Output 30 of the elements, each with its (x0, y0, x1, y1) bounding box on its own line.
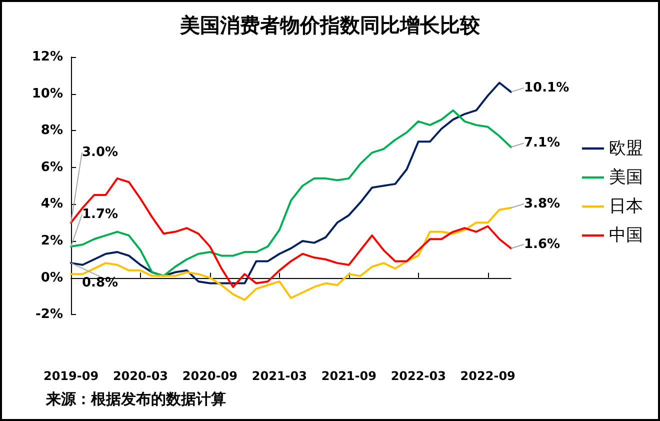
y-tick-label: -2% (36, 307, 63, 322)
legend-label: 欧盟 (609, 138, 643, 158)
legend-label: 中国 (609, 226, 643, 246)
data-label: 3.8% (524, 196, 560, 212)
y-tick-label: 0% (40, 270, 63, 286)
x-tick-label: 2021-03 (252, 369, 307, 383)
data-label: 1.7% (82, 207, 118, 222)
data-label: 3.0% (82, 145, 118, 160)
y-tick-label: 8% (40, 123, 63, 138)
x-tick-label: 2020-09 (182, 369, 238, 383)
legend-label: 美国 (609, 168, 643, 188)
source-note: 来源：根据发布的数据计算 (46, 390, 226, 409)
line-series (70, 109, 512, 277)
y-tick-label: 12% (32, 50, 63, 64)
data-label: 1.6% (524, 236, 560, 252)
y-tick-label: 6% (40, 160, 63, 175)
x-tick-label: 2020-03 (112, 369, 168, 383)
line-series (70, 177, 512, 288)
y-tick-label: 10% (32, 86, 63, 102)
y-tick-label: 2% (40, 233, 63, 248)
y-tick-label: 4% (40, 196, 63, 212)
x-tick-label: 2019-09 (43, 369, 99, 383)
data-label: 7.1% (524, 136, 560, 151)
x-tick-label: 2021-09 (321, 369, 376, 383)
line-series (70, 206, 512, 301)
x-tick-label: 2022-03 (390, 369, 446, 383)
x-tick-label: 2022-09 (460, 369, 516, 383)
data-label: 10.1% (524, 80, 570, 96)
chart-title: 美国消费者物价指数同比增长比较 (179, 13, 481, 37)
legend-label: 日本 (609, 196, 643, 216)
